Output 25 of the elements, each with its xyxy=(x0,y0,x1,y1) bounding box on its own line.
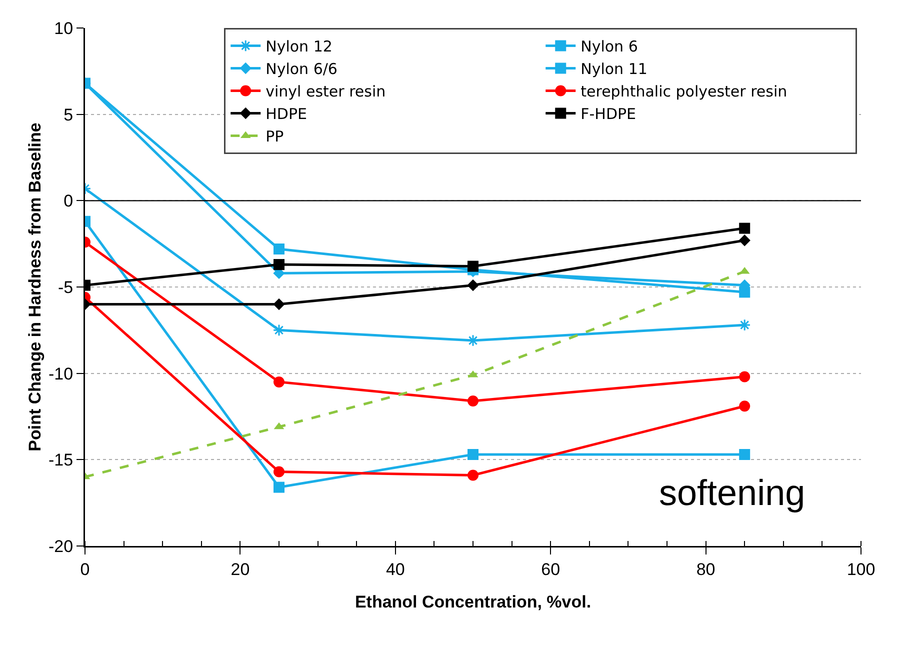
legend-label: PP xyxy=(266,128,284,146)
y-tick-label: 5 xyxy=(64,105,74,124)
x-tick-label: 100 xyxy=(846,560,876,579)
y-tick-label: -10 xyxy=(48,364,74,384)
legend-label: vinyl ester resin xyxy=(266,82,386,101)
x-tick-label: 0 xyxy=(80,560,90,579)
x-tick-label: 40 xyxy=(386,560,405,579)
x-tick-label: 20 xyxy=(230,560,250,579)
annotation: softening xyxy=(659,472,806,513)
y-tick-label: 0 xyxy=(64,192,74,211)
legend-label: Nylon 12 xyxy=(266,38,332,56)
x-tick-label: 80 xyxy=(696,560,716,579)
y-tick-label: -5 xyxy=(58,278,74,297)
legend-label: terephthalic polyester resin xyxy=(580,82,788,101)
x-tick-label: 60 xyxy=(541,560,560,579)
legend-label: F-HDPE xyxy=(580,105,636,124)
x-axis-title: Ethanol Concentration, %vol. xyxy=(354,592,592,612)
y-tick-label: -15 xyxy=(48,450,74,470)
legend-label: HDPE xyxy=(266,105,307,124)
y-tick-label: -20 xyxy=(48,536,74,556)
legend-label: Nylon 6/6 xyxy=(266,60,338,78)
legend-label: Nylon 6 xyxy=(580,38,638,56)
y-tick-label: 10 xyxy=(54,18,74,38)
legend-label: Nylon 11 xyxy=(580,60,648,78)
y-axis-title: Point Change in Hardness from Baseline xyxy=(26,122,44,452)
